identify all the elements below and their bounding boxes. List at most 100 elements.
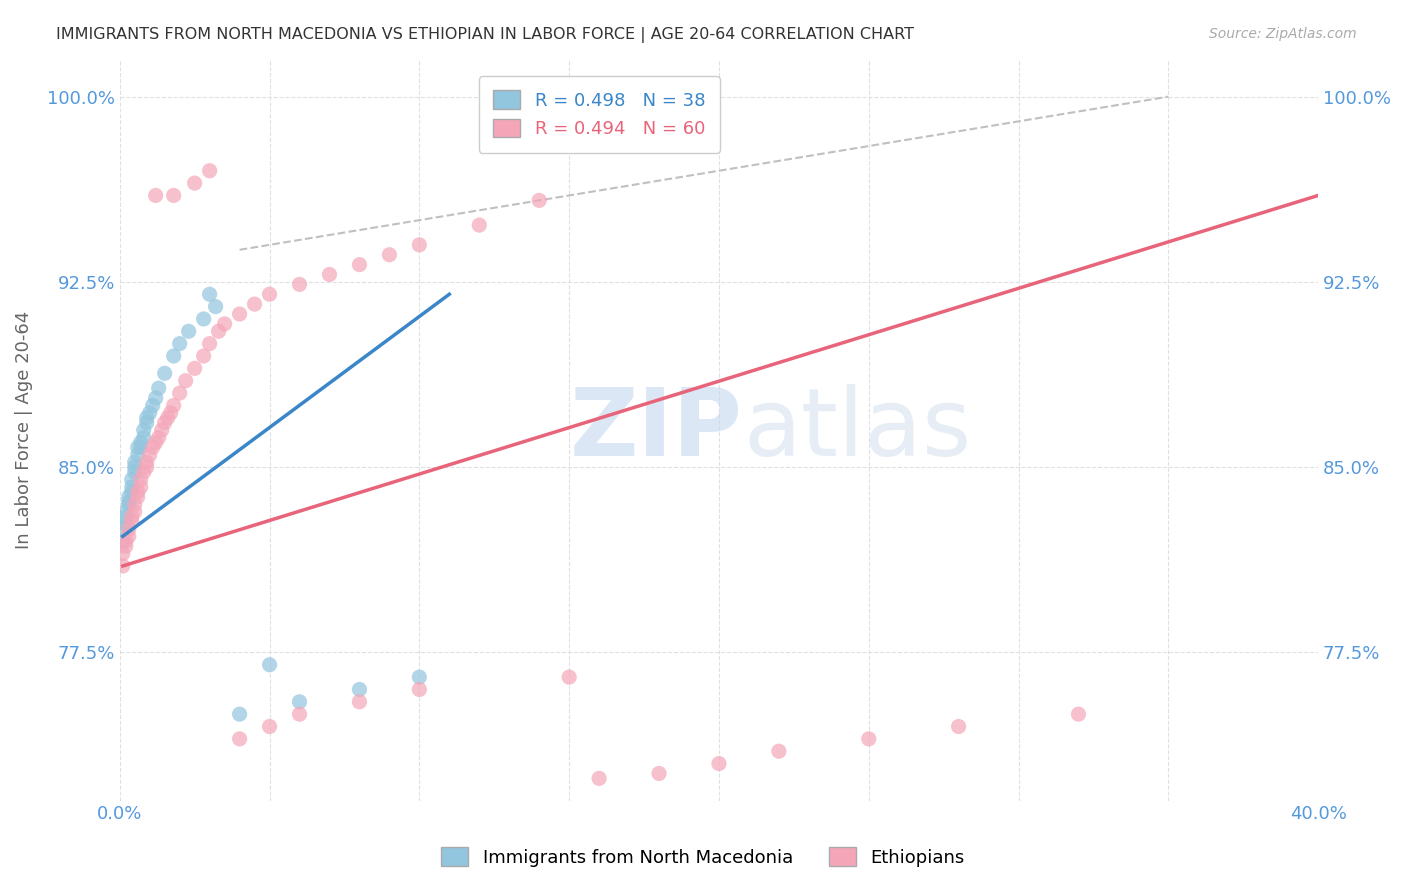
Point	[135, 410, 157, 425]
Text: ZIP: ZIP	[569, 384, 742, 476]
Point	[183, 361, 205, 376]
Point	[124, 455, 146, 469]
Point	[145, 188, 167, 202]
Point	[135, 460, 157, 475]
Point	[132, 430, 155, 444]
Point	[193, 312, 215, 326]
Point	[193, 349, 215, 363]
Point	[228, 731, 250, 746]
Point	[118, 490, 141, 504]
Point	[127, 484, 149, 499]
Point	[948, 719, 970, 733]
Point	[156, 410, 179, 425]
Point	[114, 534, 136, 549]
Point	[183, 176, 205, 190]
Point	[150, 423, 173, 437]
Point	[349, 682, 371, 697]
Point	[118, 529, 141, 543]
Point	[135, 455, 157, 469]
Point	[138, 448, 160, 462]
Point	[127, 490, 149, 504]
Point	[132, 423, 155, 437]
Point	[118, 497, 141, 511]
Point	[124, 497, 146, 511]
Point	[198, 336, 221, 351]
Point	[145, 435, 167, 450]
Point	[153, 366, 176, 380]
Text: atlas: atlas	[742, 384, 972, 476]
Point	[204, 300, 226, 314]
Point	[177, 324, 200, 338]
Point	[288, 707, 311, 722]
Point	[648, 766, 671, 780]
Point	[121, 473, 143, 487]
Point	[378, 248, 401, 262]
Point	[228, 707, 250, 722]
Point	[214, 317, 236, 331]
Point	[111, 547, 134, 561]
Point	[129, 480, 152, 494]
Point	[153, 416, 176, 430]
Point	[558, 670, 581, 684]
Point	[408, 238, 430, 252]
Point	[288, 277, 311, 292]
Point	[127, 448, 149, 462]
Text: Source: ZipAtlas.com: Source: ZipAtlas.com	[1209, 27, 1357, 41]
Point	[142, 398, 165, 412]
Point	[121, 480, 143, 494]
Point	[174, 374, 197, 388]
Point	[707, 756, 730, 771]
Point	[408, 670, 430, 684]
Point	[259, 719, 281, 733]
Point	[207, 324, 229, 338]
Point	[129, 435, 152, 450]
Point	[118, 494, 141, 508]
Point	[228, 307, 250, 321]
Point	[163, 398, 186, 412]
Point	[408, 682, 430, 697]
Point	[129, 441, 152, 455]
Text: IMMIGRANTS FROM NORTH MACEDONIA VS ETHIOPIAN IN LABOR FORCE | AGE 20-64 CORRELAT: IMMIGRANTS FROM NORTH MACEDONIA VS ETHIO…	[56, 27, 914, 43]
Point	[124, 460, 146, 475]
Point	[858, 731, 880, 746]
Point	[129, 473, 152, 487]
Point	[121, 515, 143, 529]
Point	[114, 516, 136, 531]
Point	[148, 381, 170, 395]
Point	[127, 441, 149, 455]
Y-axis label: In Labor Force | Age 20-64: In Labor Force | Age 20-64	[15, 311, 32, 549]
Point	[198, 163, 221, 178]
Point	[121, 484, 143, 499]
Point	[114, 505, 136, 519]
Point	[132, 465, 155, 479]
Point	[118, 522, 141, 536]
Point	[468, 218, 491, 232]
Point	[124, 465, 146, 479]
Point	[148, 430, 170, 444]
Point	[124, 505, 146, 519]
Point	[135, 416, 157, 430]
Point	[111, 534, 134, 549]
Point	[259, 287, 281, 301]
Point	[288, 695, 311, 709]
Point	[111, 558, 134, 573]
Point	[588, 772, 610, 786]
Point	[768, 744, 790, 758]
Legend: R = 0.498   N = 38, R = 0.494   N = 60: R = 0.498 N = 38, R = 0.494 N = 60	[478, 76, 720, 153]
Point	[169, 336, 191, 351]
Point	[121, 509, 143, 524]
Point	[1067, 707, 1090, 722]
Point	[145, 391, 167, 405]
Point	[349, 258, 371, 272]
Point	[159, 406, 181, 420]
Point	[114, 509, 136, 524]
Point	[111, 522, 134, 536]
Point	[138, 406, 160, 420]
Point	[243, 297, 266, 311]
Point	[349, 695, 371, 709]
Point	[527, 194, 550, 208]
Point	[114, 539, 136, 553]
Point	[163, 349, 186, 363]
Point	[198, 287, 221, 301]
Point	[259, 657, 281, 672]
